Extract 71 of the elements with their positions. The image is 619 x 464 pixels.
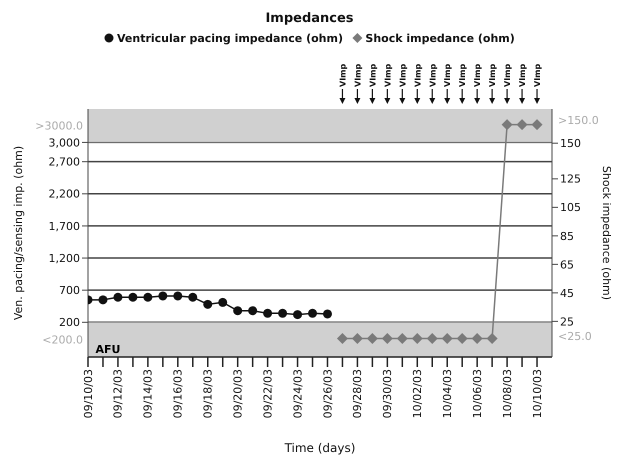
y2-tick-label: 105	[560, 201, 581, 214]
x-tick-label: 09/22/03	[261, 369, 274, 418]
y2-tick-label: 150	[560, 137, 581, 150]
point	[278, 308, 288, 318]
point	[98, 295, 108, 304]
point	[158, 291, 168, 300]
x-tick-label: 09/28/03	[351, 369, 364, 418]
text: VImp	[353, 63, 362, 87]
y-tick-label: 1,700	[48, 220, 80, 233]
text: VImp	[503, 63, 512, 87]
x-tick-label: 09/12/03	[112, 369, 125, 418]
text: VImp	[473, 63, 482, 87]
point	[248, 306, 258, 316]
text: VImp	[443, 63, 452, 87]
text: VImp	[488, 63, 498, 87]
x-tick-label: 09/26/03	[321, 369, 334, 418]
y2-tick-label: 45	[560, 286, 574, 300]
x-tick-label: 09/30/03	[381, 369, 394, 418]
x-tick-label: 09/14/03	[142, 369, 155, 418]
text: VImp	[518, 63, 528, 87]
text: VImp	[428, 63, 438, 87]
y2-tick-label: 65	[560, 258, 574, 272]
y-tick-label: 200	[59, 316, 80, 330]
point	[113, 292, 122, 302]
x-tick-label: 10/10/03	[530, 369, 544, 418]
x-tick-label: 09/16/03	[172, 369, 185, 418]
text: VImp	[413, 63, 422, 87]
y2-tick-label: 85	[560, 230, 574, 243]
point	[233, 306, 242, 316]
point	[188, 292, 198, 302]
x-tick-label: 10/04/03	[441, 369, 454, 418]
text: VImp	[338, 63, 348, 87]
x-tick-label: 09/20/03	[231, 369, 244, 418]
text: VImp	[383, 63, 392, 87]
point	[128, 292, 138, 302]
point	[203, 300, 212, 309]
text: VImp	[398, 63, 408, 87]
chart-title: Impedances	[265, 11, 354, 26]
text: >150.0	[558, 114, 599, 127]
text: <25.0	[558, 330, 592, 343]
x-tick-label: 09/10/03	[82, 369, 95, 418]
x-tick-label: 10/02/03	[411, 369, 424, 418]
y-tick-label: 2,700	[48, 156, 80, 169]
annotation: AFU	[96, 343, 120, 356]
legend-label: Shock impedance (ohm)	[365, 32, 515, 45]
y2-tick-label: 125	[560, 172, 581, 186]
text: VImp	[458, 63, 468, 87]
text: VImp	[368, 63, 378, 87]
y2-tick-label: 25	[560, 315, 574, 328]
point	[173, 291, 182, 300]
band-label: >3000.0	[35, 120, 83, 133]
y-tick-label: 3,000	[48, 136, 80, 150]
x-axis-title: Time (days)	[284, 441, 356, 455]
y-tick-label: 700	[59, 284, 80, 298]
legend-label: Ventricular pacing impedance (ohm)	[117, 32, 343, 45]
y-axis-title: Ven. pacing/sensing imp. (ohm)	[12, 146, 25, 320]
point	[308, 308, 318, 318]
x-tick-label: 09/18/03	[202, 369, 215, 418]
y-tick-label: 1,200	[48, 252, 80, 265]
band-label: <200.0	[42, 334, 83, 347]
point	[218, 298, 228, 307]
x-tick-label: 09/24/03	[291, 369, 304, 418]
x-tick-label: 10/06/03	[470, 369, 484, 418]
text: VImp	[533, 63, 542, 87]
point	[263, 308, 272, 318]
point	[143, 292, 152, 302]
point	[322, 309, 332, 318]
x-tick-label: 10/08/03	[500, 369, 514, 418]
point	[293, 310, 302, 320]
y-tick-label: 2,200	[48, 188, 80, 201]
y2-axis-title: Shock impedance (ohm)	[600, 166, 614, 300]
